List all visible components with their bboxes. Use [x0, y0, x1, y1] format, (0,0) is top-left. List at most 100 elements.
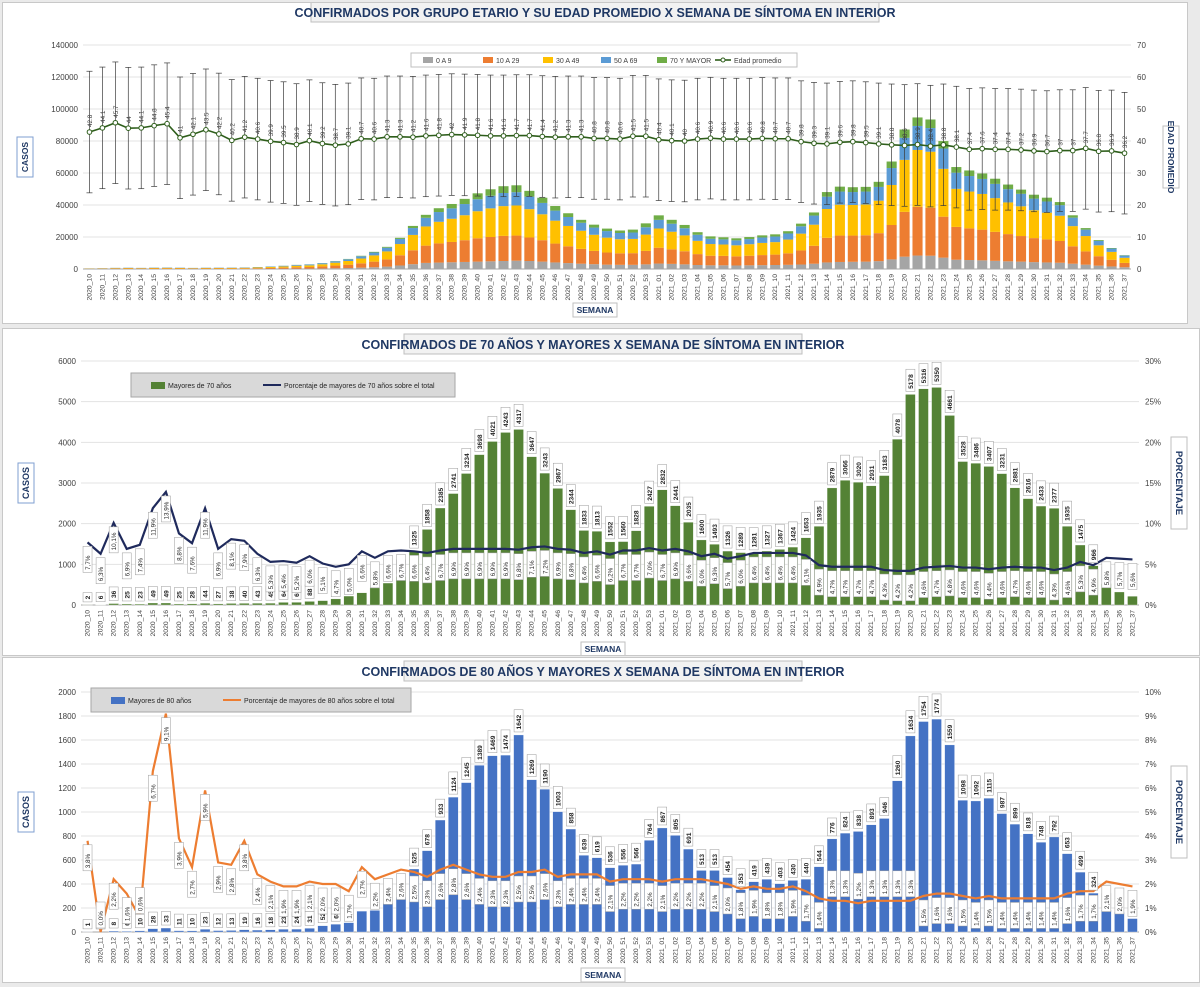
percentage-label: 1,6%: [1065, 906, 1072, 921]
bar-segment: [822, 238, 832, 263]
avg-age-label: 38.9: [294, 127, 301, 140]
bar-segment: [343, 268, 353, 269]
x-tick-label: 2020_25: [280, 610, 287, 637]
avg-age-point: [631, 134, 636, 139]
bar: [265, 603, 275, 605]
bar-segment: [395, 244, 405, 255]
percentage-label: 1,8%: [738, 902, 745, 917]
avg-age-label: 41.7: [514, 118, 521, 131]
bar-segment: [149, 268, 159, 269]
avg-age-point: [1019, 148, 1024, 153]
bar: [226, 603, 236, 605]
bar-segment: [330, 261, 340, 262]
bar: [200, 929, 210, 932]
percentage-label: 6,6%: [386, 564, 393, 579]
avg-age-label: 40.6: [721, 121, 728, 134]
avg-age-label: 41.8: [475, 117, 482, 130]
y-tick-label: 2000: [58, 520, 76, 529]
bar-segment: [809, 225, 819, 246]
percentage-label: 1,8%: [777, 902, 784, 917]
bar-segment: [317, 264, 327, 266]
avg-age-label: 40.8: [605, 121, 612, 134]
bar-segment: [680, 264, 690, 269]
avg-age-label: 42.1: [190, 117, 197, 130]
percentage-label: 1,6%: [934, 906, 941, 921]
bar-segment: [434, 212, 444, 222]
x-tick-label: 2021_19: [894, 937, 901, 964]
bar-value-label: 3486: [973, 443, 980, 458]
x-tick-label: 2021_18: [881, 610, 888, 637]
bar-value-label: 2: [85, 595, 92, 599]
bar: [344, 923, 354, 932]
x-tick-label: 2020_34: [398, 937, 405, 964]
bar-segment: [641, 251, 651, 264]
bar-segment: [757, 265, 767, 269]
x-tick-label: 2021_29: [1018, 274, 1025, 301]
x-tick-label: 2021_16: [850, 274, 857, 301]
bar: [187, 931, 197, 932]
percentage-label: 1,5%: [921, 909, 928, 924]
x-tick-label: 2021_17: [868, 610, 875, 637]
bar-segment: [550, 262, 560, 269]
avg-age-point: [449, 132, 454, 137]
x-tick-label: 2020_16: [163, 610, 170, 637]
y-tick-label: 1200: [58, 784, 76, 793]
percentage-label: 6,9%: [490, 562, 497, 577]
bar-value-label: 691: [686, 832, 693, 843]
bar-segment: [1029, 262, 1039, 269]
bar-segment: [641, 223, 651, 227]
avg-age-point: [501, 134, 506, 139]
x-tick-label: 2021_09: [764, 937, 771, 964]
legend-swatch: [601, 57, 611, 63]
y2-tick-label: 0: [1137, 265, 1142, 274]
bar-segment: [460, 215, 470, 240]
x-tick-label: 2020_26: [294, 937, 301, 964]
x-tick-label: 2021_36: [1116, 610, 1123, 637]
y2-tick-label: 60: [1137, 73, 1146, 82]
bar-value-label: 25: [124, 591, 131, 599]
y-tick-label: 120000: [51, 73, 78, 82]
percentage-label: 7,4%: [137, 558, 144, 573]
bar: [252, 930, 262, 932]
bar-segment: [369, 252, 379, 253]
percentage-label: 2,0%: [320, 897, 327, 912]
bar-segment: [705, 244, 715, 256]
x-tick-label: 2021_10: [777, 937, 784, 964]
percentage-label: 1,6%: [124, 906, 131, 921]
percentage-label: 6,9%: [216, 562, 223, 577]
bar-value-label: 2931: [869, 465, 876, 480]
x-tick-label: 2020_25: [280, 937, 287, 964]
bar: [344, 596, 354, 605]
bar: [174, 931, 184, 932]
bar-segment: [1029, 238, 1039, 262]
bar-value-label: 678: [425, 834, 432, 845]
percentage-label: 4,3%: [1052, 583, 1059, 598]
bar: [226, 930, 236, 932]
x-tick-label: 2020_44: [529, 937, 536, 964]
bar-segment: [744, 256, 754, 266]
avg-age-point: [708, 136, 713, 141]
bar-value-label: 25: [177, 591, 184, 599]
bar-segment: [447, 204, 457, 208]
y2-tick-label: 70: [1137, 41, 1146, 50]
x-tick-label: 2020_18: [189, 610, 196, 637]
x-tick-label: 2020_21: [228, 937, 235, 964]
y2-tick-label: 15%: [1145, 479, 1161, 488]
bar-segment: [1003, 234, 1013, 261]
percentage-label: 1,9%: [751, 899, 758, 914]
y2-tick-label: 20%: [1145, 438, 1161, 447]
y-axis-label: CASOS: [20, 142, 30, 173]
percentage-label: 2,6%: [438, 882, 445, 897]
bar-segment: [718, 245, 728, 256]
x-tick-label: 2021_30: [1038, 937, 1045, 964]
x-tick-label: 2020_33: [385, 937, 392, 964]
legend-marker: [721, 58, 725, 62]
percentage-label: 2,2%: [699, 892, 706, 907]
percentage-label: 6,4%: [751, 566, 758, 581]
bar-value-label: 899: [1013, 807, 1020, 818]
bar: [161, 603, 171, 605]
bar: [305, 928, 315, 932]
x-tick-label: 2021_08: [746, 274, 753, 301]
bar-value-label: 3020: [856, 462, 863, 477]
percentage-label: 1,6%: [947, 906, 954, 921]
